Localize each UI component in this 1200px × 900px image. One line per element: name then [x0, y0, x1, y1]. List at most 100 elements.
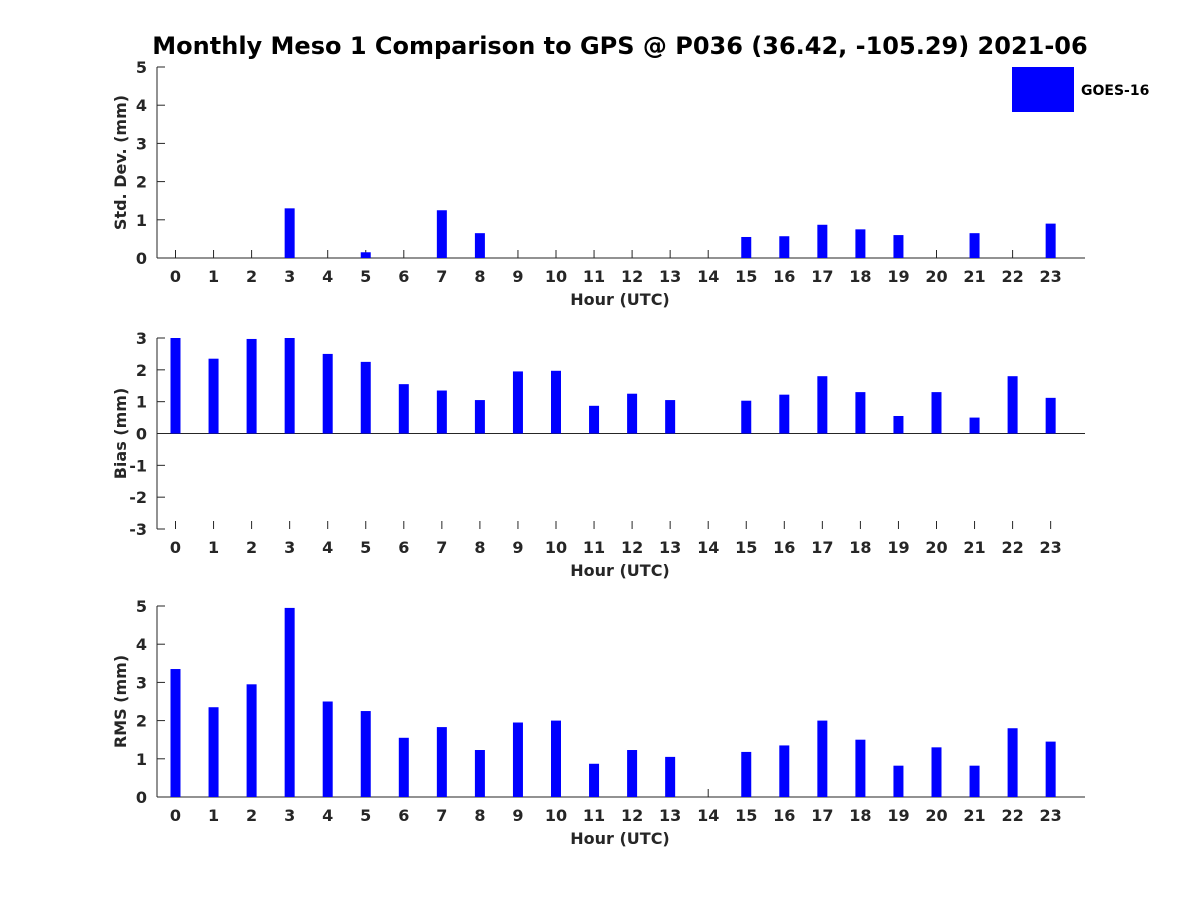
bar-hour-19	[893, 765, 904, 797]
bar-hour-17	[817, 720, 828, 797]
x-tick-label: 6	[398, 806, 409, 825]
x-tick-label: 22	[1001, 538, 1023, 557]
bar-hour-23	[1045, 741, 1056, 797]
bar-hour-12	[627, 750, 638, 797]
bar-hour-5	[360, 711, 371, 797]
x-tick-label: 7	[436, 538, 447, 557]
y-tick-label: 4	[136, 96, 147, 115]
x-tick-label: 16	[773, 806, 795, 825]
bar-hour-13	[665, 400, 676, 434]
x-tick-label: 13	[659, 538, 681, 557]
bar-hour-17	[817, 224, 828, 258]
x-tick-label: 12	[621, 538, 643, 557]
bar-hour-8	[474, 750, 485, 797]
bar-hour-9	[512, 722, 523, 797]
x-tick-label: 17	[811, 267, 833, 286]
bar-hour-7	[436, 727, 447, 797]
y-tick-label: 3	[136, 329, 147, 348]
y-axis-label: Bias (mm)	[111, 388, 130, 480]
bar-hour-21	[969, 417, 980, 434]
bar-hour-21	[969, 233, 980, 258]
x-tick-label: 13	[659, 806, 681, 825]
bar-hour-15	[741, 751, 752, 797]
x-tick-label: 19	[887, 538, 909, 557]
y-tick-label: 0	[136, 425, 147, 444]
x-axis-label: Hour (UTC)	[570, 561, 670, 580]
bar-hour-7	[436, 390, 447, 434]
legend-swatch-goes-16	[1012, 67, 1074, 112]
x-tick-label: 17	[811, 538, 833, 557]
bar-hour-1	[208, 358, 219, 434]
x-tick-label: 9	[512, 538, 523, 557]
bar-hour-15	[741, 236, 752, 258]
figure-title: Monthly Meso 1 Comparison to GPS @ P036 …	[152, 32, 1087, 60]
x-tick-label: 9	[512, 267, 523, 286]
bar-hour-12	[627, 393, 638, 434]
x-tick-label: 6	[398, 538, 409, 557]
x-tick-label: 12	[621, 806, 643, 825]
x-tick-label: 15	[735, 806, 757, 825]
bar-hour-17	[817, 376, 828, 434]
bar-hour-3	[284, 607, 295, 797]
x-tick-label: 5	[360, 806, 371, 825]
y-tick-label: 2	[136, 173, 147, 192]
x-tick-label: 0	[170, 538, 181, 557]
bar-hour-8	[474, 233, 485, 258]
x-tick-label: 2	[246, 538, 257, 557]
x-tick-label: 14	[697, 538, 719, 557]
bar-hour-8	[474, 400, 485, 434]
bar-hour-15	[741, 400, 752, 434]
x-tick-label: 2	[246, 806, 257, 825]
x-tick-label: 16	[773, 538, 795, 557]
bar-hour-16	[779, 745, 790, 797]
bar-hour-5	[360, 361, 371, 434]
bar-hour-0	[170, 669, 181, 797]
y-tick-label: 5	[136, 58, 147, 77]
x-tick-label: 20	[925, 538, 947, 557]
bar-hour-18	[855, 229, 866, 258]
bar-hour-18	[855, 392, 866, 434]
bar-hour-20	[931, 392, 942, 434]
x-tick-label: 11	[583, 806, 605, 825]
x-tick-label: 21	[963, 538, 985, 557]
y-axis-label: RMS (mm)	[111, 655, 130, 748]
bar-hour-6	[398, 737, 409, 797]
bar-hour-16	[779, 236, 790, 258]
x-tick-label: 10	[545, 267, 567, 286]
x-tick-label: 15	[735, 267, 757, 286]
x-tick-label: 18	[849, 806, 871, 825]
x-tick-label: 11	[583, 538, 605, 557]
bar-hour-22	[1007, 728, 1018, 797]
y-tick-label: -3	[129, 520, 147, 539]
x-tick-label: 7	[436, 806, 447, 825]
y-tick-label: 2	[136, 712, 147, 731]
x-tick-label: 5	[360, 538, 371, 557]
bar-hour-18	[855, 739, 866, 797]
x-tick-label: 8	[474, 538, 485, 557]
bar-hour-23	[1045, 223, 1056, 258]
y-tick-label: 1	[136, 211, 147, 230]
x-tick-label: 15	[735, 538, 757, 557]
x-tick-label: 5	[360, 267, 371, 286]
bar-hour-13	[665, 756, 676, 797]
x-tick-label: 20	[925, 267, 947, 286]
bar-hour-1	[208, 707, 219, 797]
x-tick-label: 3	[284, 538, 295, 557]
x-tick-label: 16	[773, 267, 795, 286]
x-tick-label: 11	[583, 267, 605, 286]
x-axis-label: Hour (UTC)	[570, 290, 670, 309]
legend: GOES-16	[1012, 67, 1149, 112]
bar-hour-3	[284, 208, 295, 258]
x-tick-label: 18	[849, 538, 871, 557]
x-tick-label: 23	[1040, 538, 1062, 557]
x-tick-label: 19	[887, 267, 909, 286]
x-tick-label: 0	[170, 806, 181, 825]
x-tick-label: 19	[887, 806, 909, 825]
bar-hour-4	[322, 701, 333, 797]
bar-hour-11	[589, 763, 600, 797]
bar-hour-16	[779, 394, 790, 434]
x-tick-label: 0	[170, 267, 181, 286]
